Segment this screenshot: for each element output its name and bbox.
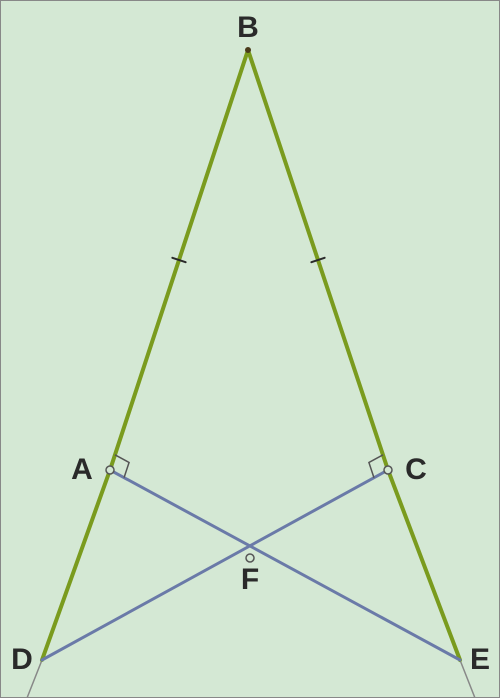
point-label-f: F [241, 563, 259, 597]
point-label-c: C [405, 453, 427, 487]
point-label-d: D [11, 643, 33, 677]
point-label-a: A [71, 453, 93, 487]
point-label-e: E [470, 643, 490, 677]
point-label-b: B [237, 11, 259, 45]
geometry-diagram: B A C D E F [0, 0, 500, 698]
